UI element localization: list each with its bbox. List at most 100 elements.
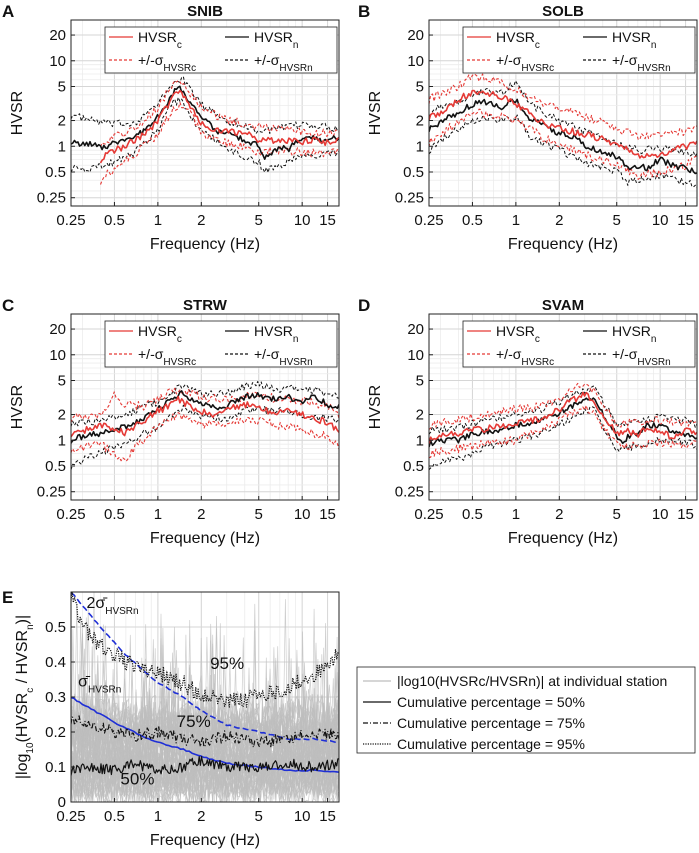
y-tick-label: 5 [416,373,424,390]
x-tick-label: 10 [294,212,311,229]
x-tick-label: 15 [677,212,694,229]
legend-label-n: HVSRn [254,323,298,345]
x-tick-label: 5 [255,506,263,523]
annotation-two-sigma: 2σ̄HVSRn [86,595,138,617]
axes: 0.25 0.5 1 2 5 10 15 0.25 0.5 1 2 5 10 20 Frequency (H… [37,313,340,547]
panel-d: 0.25 0.5 1 2 5 10 15 0.25 0.5 1 2 5 10 20 Frequency (H… [358,296,698,547]
panel-title: SNIB [187,3,223,20]
x-tick-label: 1 [512,212,520,229]
y-tick-label: 0.25 [37,484,66,501]
x-tick-label: 15 [319,212,336,229]
x-tick-label: 10 [652,506,669,523]
plot-area [71,592,339,802]
legend-label-n: HVSRn [254,29,298,51]
legend-box [104,320,338,368]
x-tick-label: 5 [255,808,263,825]
y-tick-label: 10 [49,347,66,364]
y-tick-label: 0.4 [45,654,66,671]
y-tick-label: 0 [58,794,66,811]
series-c-line [429,391,697,444]
series-cs-line [429,73,697,140]
y-tick-label: 1 [416,432,424,449]
y-tick-label: 0.5 [403,458,424,475]
y-tick-label: 0.25 [37,190,66,207]
legend-box [356,666,696,754]
x-tick-label: 0.5 [462,212,483,229]
legend-box [462,26,696,74]
x-tick-label: 0.25 [56,212,85,229]
legend-label-cs: +/-σHVSRc [138,346,196,368]
y-tick-label: 5 [58,79,66,96]
x-tick-label: 2 [555,506,563,523]
x-tick-label: 0.5 [462,506,483,523]
series-n-line [71,85,339,160]
series-ns-line [71,96,339,173]
series-c-line [71,395,339,438]
series-p50-line [71,756,339,776]
individual-station-curve [71,657,339,743]
x-axis-label: Frequency (Hz) [150,236,260,253]
plot-frame [70,19,340,207]
series-p95-line [71,592,339,708]
y-axis-label: |log10(HVSRc / HVSRn)| [14,615,36,779]
series-ns-line [429,80,697,157]
plot-area [429,73,697,189]
series-n-line [429,397,697,448]
x-tick-label: 0.25 [56,808,85,825]
series-c-line [99,89,339,164]
series-c-line [429,89,697,159]
series-cs-line [99,101,339,185]
x-tick-label: 0.25 [414,506,443,523]
y-tick-label: 20 [49,27,66,44]
panel-letter: B [358,2,370,21]
plot-area [71,76,339,185]
x-tick-label: 1 [154,506,162,523]
x-tick-label: 0.25 [414,212,443,229]
plot-frame [428,313,698,501]
y-tick-label: 2 [416,407,424,424]
axes: 0.25 0.5 1 2 5 10 15 0.25 0.5 1 2 5 10 20 Frequency (H… [395,19,698,253]
series-cs-line [429,108,697,180]
x-tick-label: 0.5 [104,808,125,825]
panel-letter: C [2,296,14,315]
legend-label-ns: +/-σHVSRn [254,346,313,368]
legend-label-c: HVSRc [496,29,540,51]
y-tick-label: 2 [58,407,66,424]
y-tick-label: 5 [416,79,424,96]
series-sig-line [71,696,339,773]
y-tick-label: 20 [49,321,66,338]
y-tick-label: 1 [58,138,66,155]
x-axis-label: Frequency (Hz) [150,832,260,849]
plot-area [429,382,697,471]
series-sig2-line [71,592,339,744]
annotation-95: 95% [210,654,244,673]
series-cs-line [71,387,339,423]
x-tick-label: 10 [294,808,311,825]
axes: 0.25 0.5 1 2 5 10 15 0.25 0.5 1 2 5 10 20 Frequency (H… [37,19,340,253]
y-tick-label: 1 [58,432,66,449]
x-tick-label: 0.5 [104,212,125,229]
x-tick-label: 10 [294,506,311,523]
y-tick-label: 0.5 [45,458,66,475]
legend-label-c: HVSRc [496,323,540,345]
series-cs-line [429,382,697,430]
plot-area [71,381,339,470]
axes: 0.25 0.5 1 2 5 10 15 0.25 0.5 1 2 5 10 20 Frequency (H… [395,313,698,547]
y-axis-label: HVSR [9,385,26,429]
y-tick-label: 0.3 [45,689,66,706]
x-tick-label: 2 [555,212,563,229]
legend-label-n: HVSRn [612,29,656,51]
y-tick-label: 0.5 [45,164,66,181]
legend-box [104,26,338,74]
x-tick-label: 2 [197,808,205,825]
x-tick-label: 15 [319,506,336,523]
panel-a: 0.25 0.5 1 2 5 10 15 0.25 0.5 1 2 5 10 20 Frequency (H… [2,2,340,253]
legend-label-n: HVSRn [612,323,656,345]
panel-e: 0.25 0.5 1 2 5 10 15 0 0.1 0.2 0.3 0.4 0.5 Frequency … [2,588,696,849]
legend-label-ns: +/-σHVSRn [254,52,313,74]
individual-station-curve [71,655,339,802]
x-tick-label: 2 [197,212,205,229]
panel-title: SVAM [542,297,584,314]
panel-title: STRW [183,297,228,314]
legend: |log10(HVSRc/HVSRn)| at individual stati… [356,666,696,754]
